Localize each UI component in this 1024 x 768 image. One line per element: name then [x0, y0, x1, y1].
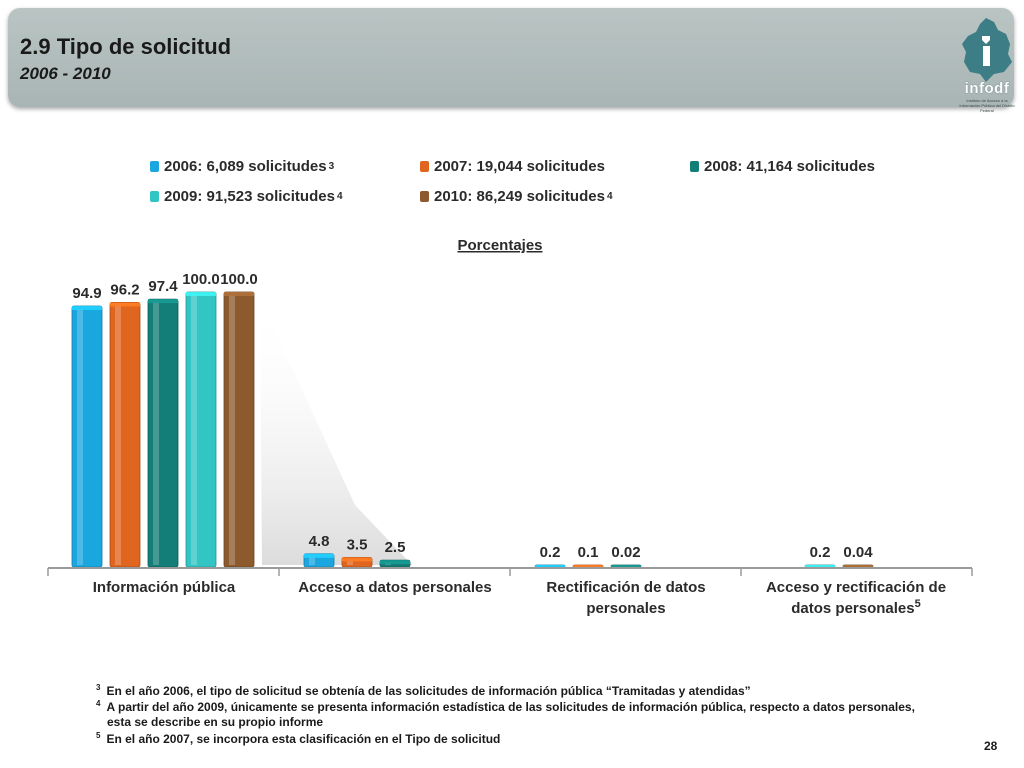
infodf-logo: infodf Instituto de Acceso a la Informac… — [956, 16, 1018, 113]
bar-2007 — [109, 302, 141, 568]
legend-label: 2006: 6,089 solicitudes — [164, 158, 327, 175]
bar-2006 — [71, 305, 103, 568]
bar-2009 — [185, 291, 217, 568]
value-label: 3.5 — [347, 536, 368, 553]
chart-title: Porcentajes — [457, 237, 542, 254]
bar-highlight — [77, 308, 83, 565]
legend-item-2007: 2007: 19,044 solicitudes — [420, 158, 607, 175]
footnote-number: 4 — [96, 699, 101, 708]
footnote-text: A partir del año 2009, únicamente se pre… — [106, 700, 915, 714]
footnote-text: En el año 2006, el tipo de solicitud se … — [106, 684, 751, 698]
legend-swatch — [150, 191, 159, 202]
page-title: 2.9 Tipo de solicitud — [20, 34, 232, 59]
legend-label: 2008: 41,164 solicitudes — [704, 158, 875, 175]
bar-cap — [186, 292, 216, 296]
footnote-4-continued: esta se describe en su propio informe — [107, 715, 323, 729]
value-label: 4.8 — [309, 533, 330, 550]
value-label: 100.0 — [220, 271, 258, 288]
value-label: 100.0 — [182, 271, 220, 288]
legend-item-2008: 2008: 41,164 solicitudes — [690, 158, 877, 175]
bar-cap — [110, 302, 140, 307]
bar-cap — [805, 565, 835, 567]
value-label: 97.4 — [148, 278, 178, 295]
category-footnote-ref: 5 — [915, 598, 921, 610]
bar-highlight — [309, 555, 315, 565]
category-label: Acceso y rectificación de — [766, 579, 946, 596]
category-label: Información pública — [93, 579, 236, 596]
footnote-3: 3 En el año 2006, el tipo de solicitud se… — [96, 683, 751, 698]
category-label: personales — [586, 600, 665, 617]
bar-cap — [224, 292, 254, 296]
legend-label: 2007: 19,044 solicitudes — [434, 158, 605, 175]
bar-cap — [573, 565, 603, 567]
legend-swatch — [420, 191, 429, 202]
legend-swatch — [420, 161, 429, 172]
bar-cap — [843, 565, 873, 567]
bar-cap — [304, 553, 334, 558]
bar-shadow — [260, 298, 412, 565]
value-label: 0.04 — [843, 544, 873, 561]
footnote-text: En el año 2007, se incorpora esta clasif… — [106, 732, 501, 746]
legend-item-2009: 2009: 91,523 solicitudes 4 — [150, 188, 343, 205]
bar-highlight — [191, 294, 197, 565]
bar-cap — [72, 306, 102, 311]
value-labels-layer: 94.9 96.2 97.4 100.0 100.04.8 3.5 2.5 0.2 0.1 0.0… — [72, 271, 873, 561]
footnote-number: 3 — [96, 683, 101, 692]
footnote-5: 5 En el año 2007, se incorpora esta clasi… — [96, 731, 500, 746]
legend-swatch — [150, 161, 159, 172]
category-label: datos personales5 — [791, 598, 921, 617]
logo-tagline: Instituto de Acceso a la Información Púb… — [959, 98, 1015, 113]
x-axis: Información pública Acceso a datos person… — [47, 567, 973, 617]
page-subtitle: 2006 - 2010 — [20, 64, 111, 83]
category-label: Acceso a datos personales — [298, 579, 491, 596]
legend-item-2010: 2010: 86,249 solicitudes 4 — [420, 188, 613, 205]
footnote-4: 4 A partir del año 2009, únicamente se pr… — [96, 699, 915, 714]
bar-cap — [535, 565, 565, 567]
legend-footnote-ref: 4 — [606, 191, 613, 202]
bar-cap — [611, 565, 641, 567]
bar-highlight — [115, 304, 121, 565]
bar-cap — [380, 560, 410, 565]
bar-highlight — [229, 294, 235, 565]
slide-header: 2.9 Tipo de solicitud 2006 - 2010 infodf… — [8, 8, 1015, 113]
value-label: 0.1 — [578, 544, 599, 561]
legend-label: 2009: 91,523 solicitudes — [164, 188, 335, 205]
bar-chart: Porcentajes 94.9 96.2 97.4 100.0 100.04.8 3.5… — [47, 237, 973, 617]
legend-footnote-ref: 3 — [328, 161, 335, 172]
bar-cap — [148, 299, 178, 304]
value-label: 0.02 — [611, 544, 640, 561]
footnote-text: esta se describe en su propio informe — [107, 715, 324, 729]
legend-swatch — [690, 161, 699, 172]
value-label: 0.2 — [540, 544, 561, 561]
bars-layer — [71, 291, 874, 568]
logo-text: infodf — [964, 80, 1010, 97]
category-label: Rectificación de datos — [546, 579, 705, 596]
value-label: 96.2 — [110, 281, 139, 298]
bar-highlight — [153, 301, 159, 565]
value-label: 0.2 — [810, 544, 831, 561]
legend-footnote-ref: 4 — [336, 191, 343, 202]
bar-2010 — [223, 291, 255, 568]
map-emblem-icon — [962, 18, 1012, 82]
bar-2008 — [147, 298, 179, 568]
value-label: 94.9 — [72, 285, 101, 302]
footnote-number: 5 — [96, 731, 101, 740]
legend-label: 2010: 86,249 solicitudes — [434, 188, 605, 205]
bar-cap — [342, 557, 372, 562]
page-number: 28 — [984, 739, 998, 753]
legend-item-2006: 2006: 6,089 solicitudes 3 — [150, 158, 334, 175]
bar-highlight — [347, 559, 353, 565]
value-label: 2.5 — [385, 539, 406, 556]
